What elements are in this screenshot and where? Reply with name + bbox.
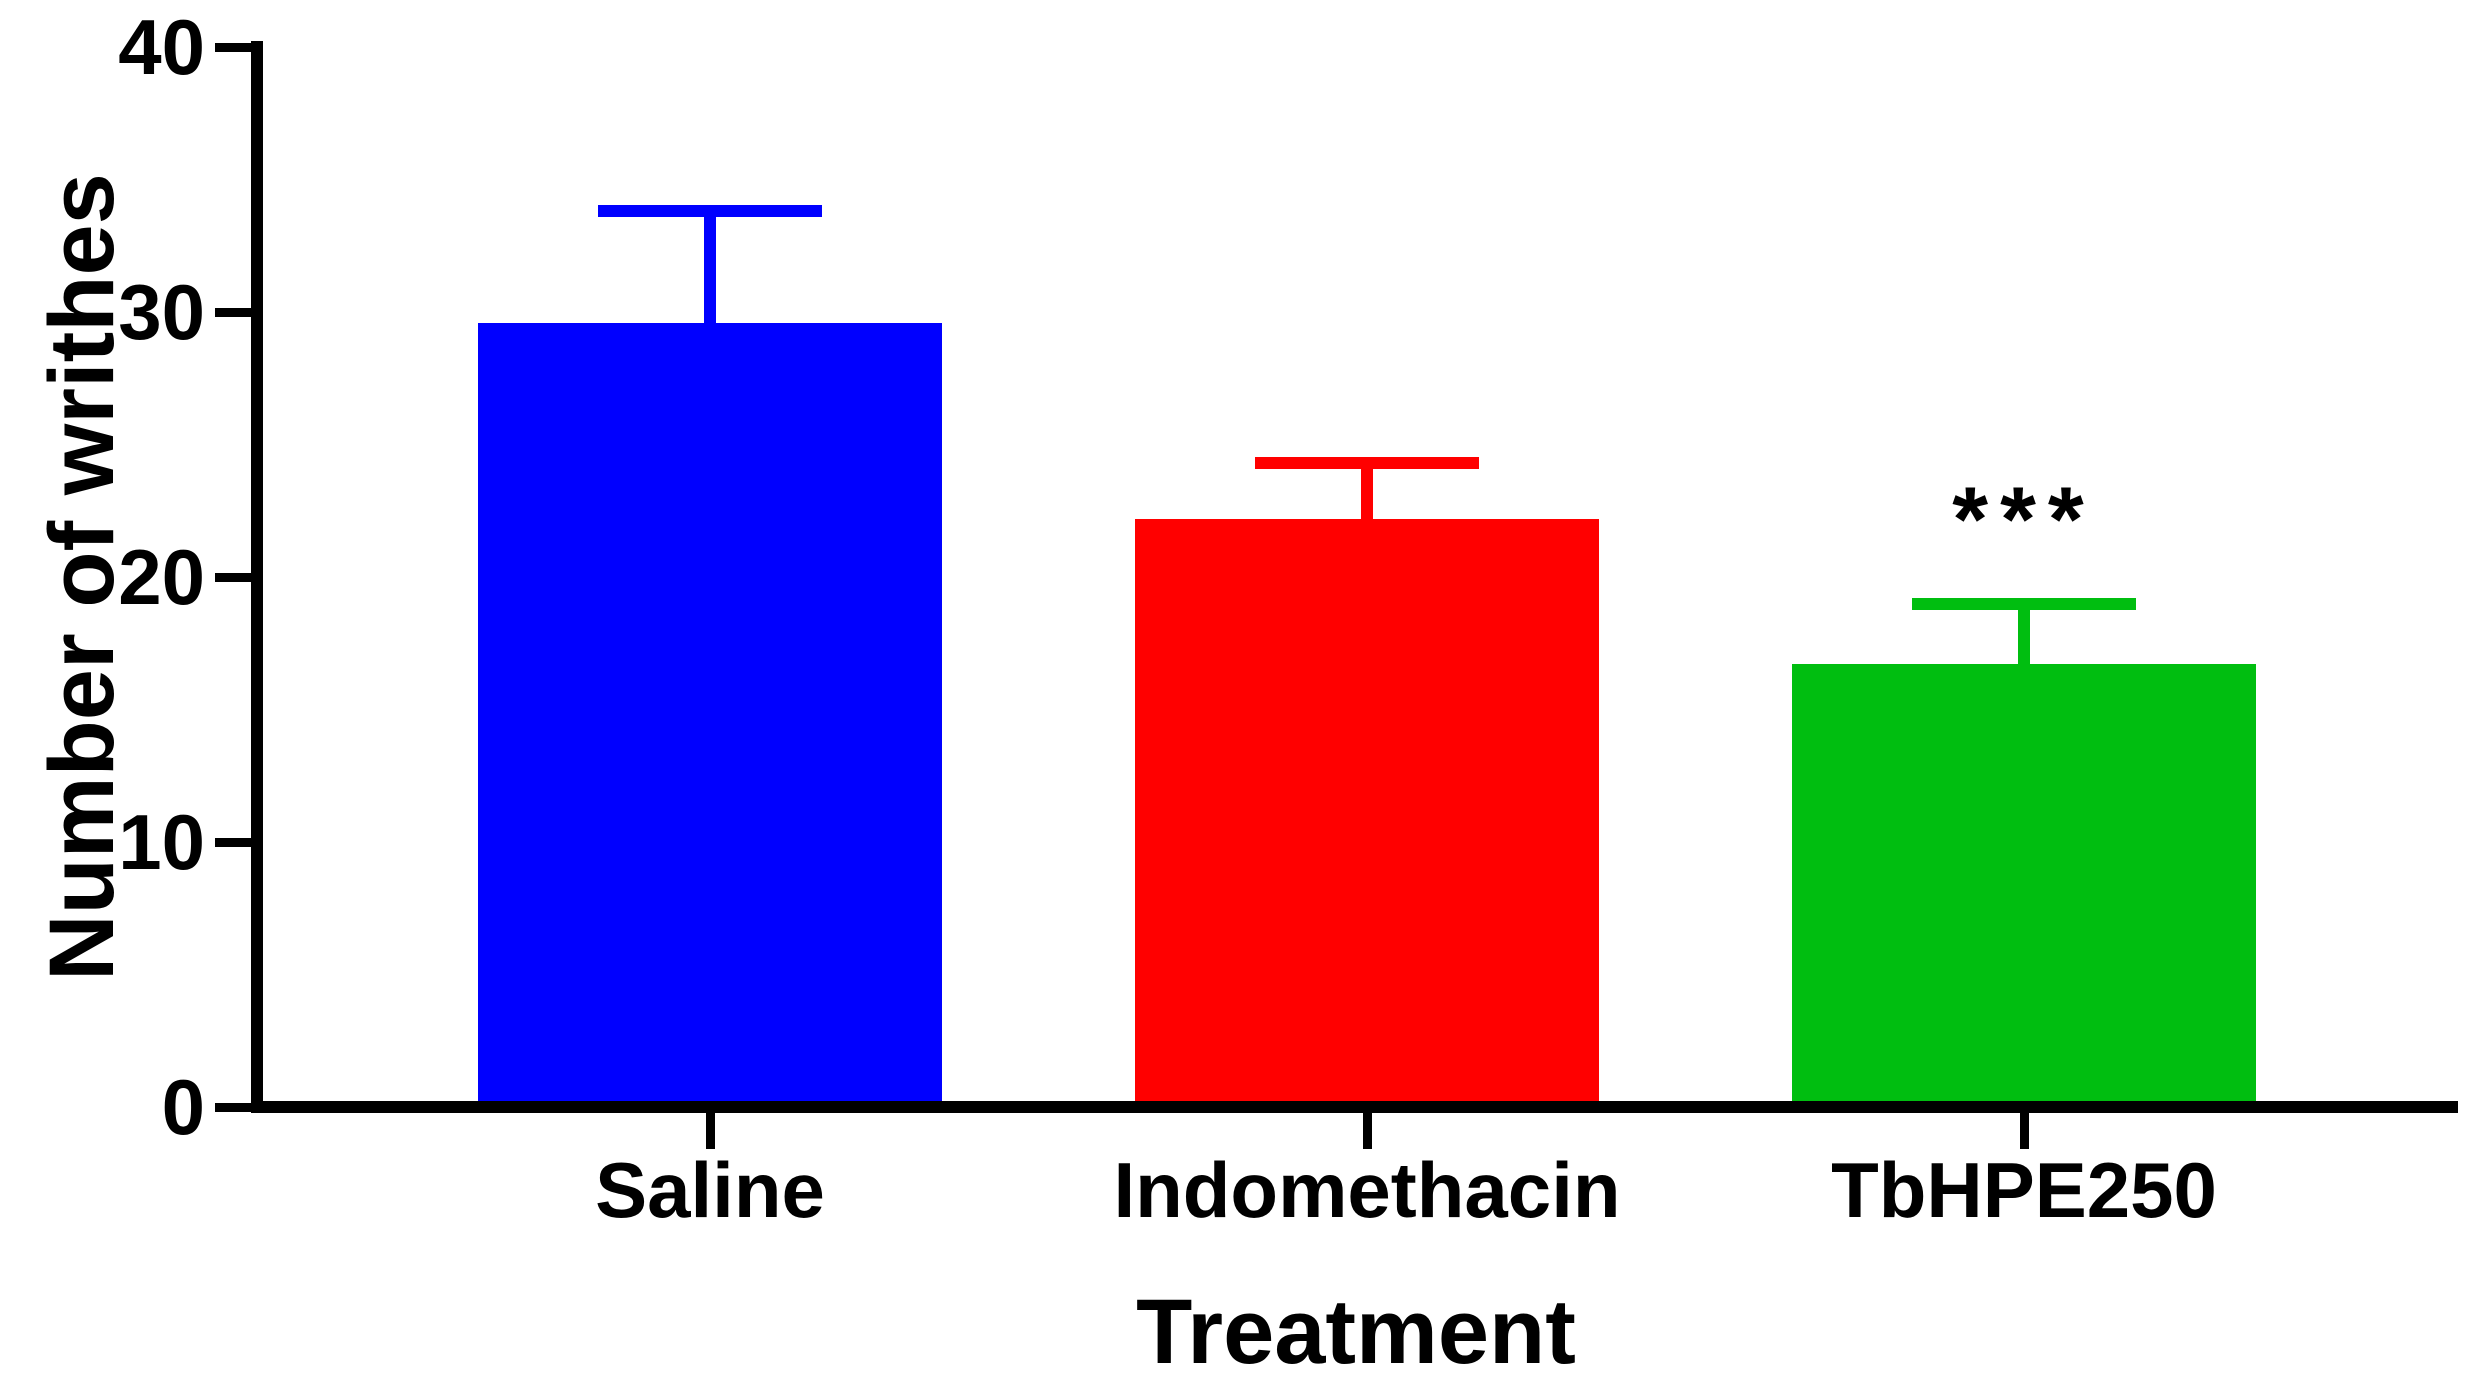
error-bar-stem-indomethacin bbox=[1361, 463, 1373, 519]
y-tick-label: 40 bbox=[118, 3, 205, 91]
bar-saline bbox=[478, 322, 942, 1113]
y-axis-line bbox=[251, 41, 263, 1113]
error-bar-stem-saline bbox=[704, 211, 716, 323]
bar-indomethacin bbox=[1135, 518, 1599, 1113]
x-tick-mark bbox=[1362, 1107, 1372, 1149]
y-tick-mark bbox=[215, 837, 251, 847]
y-tick-mark bbox=[215, 307, 251, 317]
error-bar-cap-tbhpe250 bbox=[1912, 597, 2136, 610]
y-tick-mark bbox=[215, 42, 251, 52]
x-axis-title: Treatment bbox=[1136, 1281, 1576, 1383]
x-category-label-indomethacin: Indomethacin bbox=[1113, 1146, 1621, 1234]
y-tick-mark bbox=[215, 1102, 251, 1112]
error-bar-cap-indomethacin bbox=[1255, 457, 1479, 470]
x-tick-mark bbox=[705, 1107, 715, 1149]
y-tick-label: 10 bbox=[118, 798, 205, 886]
x-category-label-tbhpe250: TbHPE250 bbox=[1831, 1146, 2217, 1234]
x-category-label-saline: Saline bbox=[595, 1146, 825, 1234]
y-tick-label: 30 bbox=[118, 268, 205, 356]
error-bar-cap-saline bbox=[598, 205, 822, 218]
bar-tbhpe250 bbox=[1792, 664, 2256, 1113]
y-tick-label: 0 bbox=[161, 1063, 205, 1151]
error-bar-stem-tbhpe250 bbox=[2018, 603, 2030, 665]
x-tick-mark bbox=[2019, 1107, 2029, 1149]
y-tick-mark bbox=[215, 572, 251, 582]
y-tick-label: 20 bbox=[118, 533, 205, 621]
x-axis-line bbox=[251, 1101, 2458, 1113]
significance-annotation: *** bbox=[1952, 469, 2096, 571]
